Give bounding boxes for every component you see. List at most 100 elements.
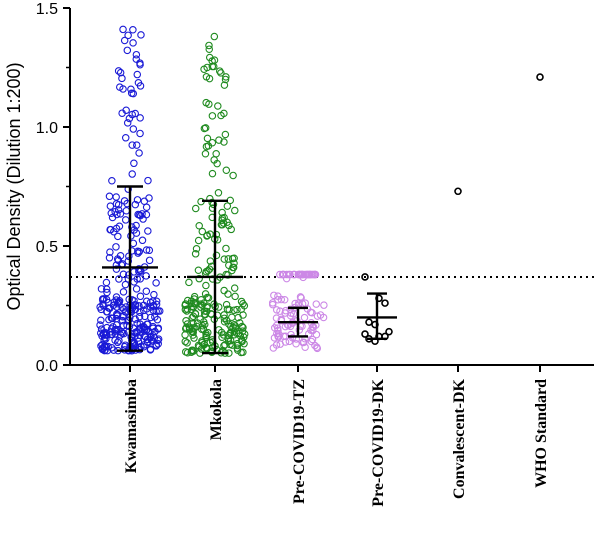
data-point	[111, 336, 119, 345]
data-point	[204, 294, 213, 302]
data-point	[102, 278, 111, 287]
data-point	[237, 305, 246, 313]
data-point	[149, 332, 158, 340]
data-point	[224, 290, 232, 298]
data-point	[145, 194, 153, 202]
data-point	[115, 297, 124, 305]
data-point	[224, 331, 233, 340]
data-point	[132, 55, 141, 63]
data-point	[205, 41, 213, 50]
data-point	[385, 327, 393, 336]
data-point	[131, 315, 139, 323]
data-point	[143, 338, 152, 346]
data-point	[142, 246, 151, 254]
data-point	[187, 299, 195, 308]
data-point	[119, 288, 128, 296]
data-point	[210, 156, 218, 164]
data-point	[201, 150, 210, 158]
data-point	[223, 305, 232, 313]
data-point	[154, 324, 163, 332]
data-point	[222, 166, 231, 174]
data-point	[132, 229, 141, 237]
data-point	[183, 348, 192, 357]
data-point	[209, 62, 218, 71]
data-point	[229, 171, 237, 180]
data-point	[137, 31, 145, 39]
data-point	[221, 75, 230, 84]
data-point	[145, 256, 154, 265]
data-point	[136, 60, 144, 69]
data-point	[280, 296, 289, 304]
data-point	[200, 124, 209, 133]
data-point	[217, 69, 225, 77]
data-point	[115, 337, 123, 345]
data-point	[281, 322, 290, 331]
data-point	[224, 337, 233, 345]
data-point	[277, 295, 286, 304]
data-point	[110, 227, 118, 236]
data-point	[132, 50, 141, 59]
data-point	[132, 141, 141, 149]
data-point	[128, 170, 136, 178]
data-point	[112, 200, 121, 208]
data-point	[309, 326, 317, 335]
series-kwamasimba	[96, 25, 164, 355]
data-point	[103, 288, 111, 297]
data-point	[138, 210, 146, 218]
data-point	[135, 331, 144, 339]
data-point	[135, 149, 143, 157]
data-point	[290, 270, 298, 279]
data-point	[150, 290, 158, 299]
data-point	[183, 339, 191, 347]
data-point	[208, 112, 217, 120]
data-point	[227, 225, 235, 234]
data-point	[107, 314, 116, 322]
data-point	[153, 315, 162, 324]
data-point	[106, 304, 114, 312]
data-point	[223, 218, 231, 227]
data-point	[361, 330, 369, 338]
data-point	[105, 254, 114, 262]
data-point	[114, 232, 122, 241]
data-point	[133, 275, 141, 283]
data-point	[133, 70, 142, 79]
data-point	[231, 206, 239, 215]
data-point	[536, 73, 544, 81]
data-point	[116, 68, 125, 77]
y-tick-label: 1.5	[36, 1, 58, 18]
data-point	[142, 272, 150, 280]
data-point	[189, 331, 197, 339]
data-point	[97, 316, 105, 325]
data-point	[119, 311, 128, 320]
data-point	[142, 305, 151, 313]
x-tick-label: Pre-COVID19-DK	[370, 378, 387, 506]
data-point	[183, 307, 191, 315]
data-point	[222, 73, 230, 81]
data-point	[98, 295, 107, 303]
data-point	[97, 342, 105, 350]
data-point	[97, 285, 106, 293]
data-point	[152, 341, 161, 349]
data-point	[112, 243, 120, 251]
data-point	[203, 134, 212, 143]
data-point	[195, 221, 203, 230]
data-point	[312, 330, 321, 339]
data-point	[238, 337, 246, 346]
y-tick-label: 0.5	[36, 239, 58, 256]
data-point	[276, 270, 284, 279]
data-point	[381, 299, 389, 307]
data-point	[202, 329, 210, 338]
data-point	[189, 324, 197, 332]
data-point	[208, 169, 217, 178]
data-point	[276, 307, 284, 315]
data-point	[140, 197, 149, 205]
data-point	[96, 321, 104, 329]
data-point	[129, 125, 138, 133]
data-point	[202, 281, 210, 290]
data-point	[120, 36, 129, 45]
data-point	[132, 221, 140, 230]
data-point	[301, 343, 309, 351]
data-point	[136, 82, 145, 90]
data-point	[113, 210, 121, 219]
